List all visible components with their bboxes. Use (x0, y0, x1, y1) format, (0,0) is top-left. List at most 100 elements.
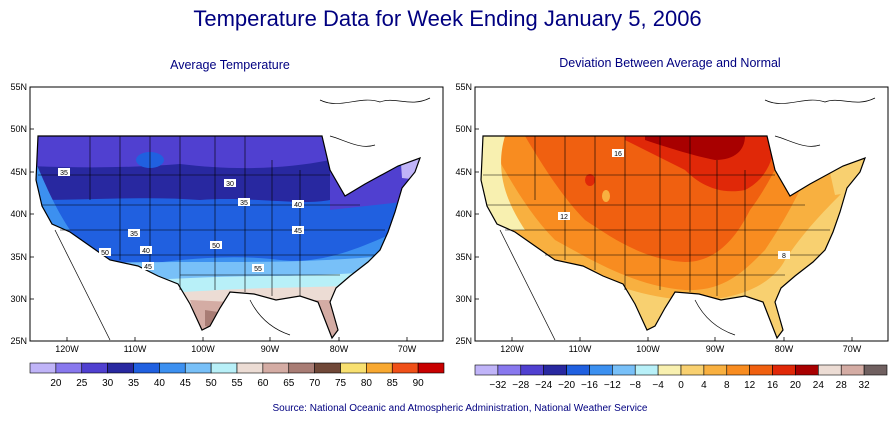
avg-contour-label-bg (140, 246, 152, 254)
avg-contour-label-bg (238, 198, 250, 206)
dev-state-borders (483, 136, 830, 296)
avg-lat-label: 50N (10, 124, 27, 134)
avg-legend-label: 90 (413, 378, 425, 389)
dev-legend-label: 16 (767, 380, 779, 391)
dev-color-legend: −32 −28 −24 −20 −16 −12 −8 −4 0 4 8 12 16 20 24 28 32 (474, 364, 888, 391)
dev-legend-swatch (520, 364, 544, 376)
avg-lat-label: 45N (10, 167, 27, 177)
dev-legend-swatch (566, 364, 590, 376)
dev-legend-label: −16 (581, 380, 598, 391)
avg-contour-label-bg (224, 179, 236, 187)
avg-contour-label-bg (252, 264, 264, 272)
avg-legend-swatch (133, 362, 160, 374)
dev-legend-label: 0 (678, 380, 684, 391)
avg-legend-swatch (29, 362, 57, 374)
avg-legend-label: 85 (387, 378, 399, 389)
dev-contour-label: 16 (614, 151, 622, 158)
avg-contour-label-bg (292, 200, 304, 208)
avg-legend-swatch (314, 362, 341, 374)
avg-legend-swatch (184, 362, 212, 374)
avg-legend-label: 25 (76, 378, 88, 389)
dev-legend-swatch (634, 364, 659, 376)
avg-legend-label: 65 (283, 378, 295, 389)
dev-legend-label: −8 (630, 380, 642, 391)
avg-lat-label: 25N (10, 336, 27, 346)
avg-contour-label: 50 (101, 250, 109, 257)
avg-legend-label: 40 (154, 378, 166, 389)
avg-lat-label: 35N (10, 252, 27, 262)
avg-legend-swatch (159, 362, 186, 374)
dev-legend-swatch (795, 364, 819, 376)
avg-contour-label: 35 (130, 231, 138, 238)
dev-legend-swatch (703, 364, 728, 376)
dev-legend-label: −20 (558, 380, 575, 391)
avg-legend-label: 70 (309, 378, 321, 389)
avg-lon-label: 100W (191, 344, 215, 354)
avg-legend-swatch (210, 362, 238, 374)
avg-legend-swatch (262, 362, 290, 374)
dev-lat-label: 55N (455, 82, 472, 92)
dev-contour-label-bg (778, 251, 790, 259)
avg-lon-label: 80W (330, 344, 349, 354)
dev-lon-label: 80W (775, 344, 794, 354)
dev-lon-label: 120W (500, 344, 524, 354)
avg-legend-label: 30 (102, 378, 114, 389)
avg-lon-label: 70W (398, 344, 417, 354)
avg-latitude-labels: 55N 50N 45N 40N 35N 30N 25N (10, 82, 34, 346)
avg-contour-label-bg (128, 229, 140, 237)
dev-legend-swatch (612, 364, 636, 376)
dev-legend-swatch (818, 364, 842, 376)
dev-legend-swatch (497, 364, 522, 376)
avg-contour-label-bg (210, 241, 222, 249)
avg-contour-label: 55 (254, 266, 262, 273)
avg-contour-label-bg (292, 226, 304, 234)
avg-coastlines (54, 97, 431, 341)
dev-legend-label: 8 (724, 380, 730, 391)
dev-lat-label: 45N (455, 167, 472, 177)
dev-contour-label-bg (558, 212, 570, 220)
dev-contour-label-bg (612, 149, 624, 157)
dev-legend-label: 24 (813, 380, 825, 391)
avg-contour-label: 40 (142, 248, 150, 255)
deviation-map: 55N 50N 45N 40N 35N 30N 25N 120W 110W 100W 90W 80W… (455, 82, 889, 391)
avg-contour-label-bg (99, 248, 111, 256)
avg-legend-swatch (417, 362, 445, 374)
dev-legend-swatch (474, 364, 499, 376)
dev-lat-label: 25N (455, 336, 472, 346)
dev-lat-label: 40N (455, 209, 472, 219)
avg-contour-label: 30 (226, 181, 234, 188)
dev-legend-swatch (840, 364, 865, 376)
dev-lat-label: 30N (455, 294, 472, 304)
dev-legend-label: 28 (836, 380, 848, 391)
avg-legend-label: 60 (257, 378, 269, 389)
dev-legend-label: 12 (744, 380, 756, 391)
avg-legend-label: 55 (231, 378, 243, 389)
dev-legend-swatch (657, 364, 682, 376)
avg-contour-label-bg (142, 262, 154, 270)
dev-contour-labels: 16 12 8 (558, 149, 790, 260)
dev-legend-label: 4 (701, 380, 707, 391)
avg-contour-label: 35 (60, 170, 68, 177)
avg-contour-label: 45 (294, 228, 302, 235)
avg-color-legend: 20 25 30 35 40 45 50 55 60 65 70 75 80 85 90 (29, 362, 445, 389)
dev-latitude-labels: 55N 50N 45N 40N 35N 30N 25N (455, 82, 479, 346)
avg-legend-label: 35 (128, 378, 140, 389)
source-credit: Source: National Oceanic and Atmospheric… (272, 403, 648, 414)
dev-legend-swatch (863, 364, 888, 376)
avg-lon-label: 90W (261, 344, 280, 354)
avg-contour-label-bg (58, 168, 70, 176)
avg-lon-label: 120W (55, 344, 79, 354)
dev-legend-label: 32 (859, 380, 871, 391)
dev-legend-swatch (772, 364, 796, 376)
avg-lon-label: 110W (124, 344, 147, 354)
dev-legend-swatch (543, 364, 567, 376)
page-title: Temperature Data for Week Ending January… (193, 6, 702, 31)
dev-longitude-labels: 120W 110W 100W 90W 80W 70W (500, 337, 862, 354)
dev-lon-label: 70W (843, 344, 862, 354)
dev-legend-swatch (589, 364, 613, 376)
avg-us-outline (35, 135, 421, 340)
avg-temperature-map: 55N 50N 45N 40N 35N 30N 25N 120W 110W 100W 90W 80W… (10, 82, 445, 389)
dev-map-title: Deviation Between Average and Normal (559, 56, 781, 70)
dev-lon-label: 100W (636, 344, 660, 354)
avg-contour-label: 45 (144, 264, 152, 271)
